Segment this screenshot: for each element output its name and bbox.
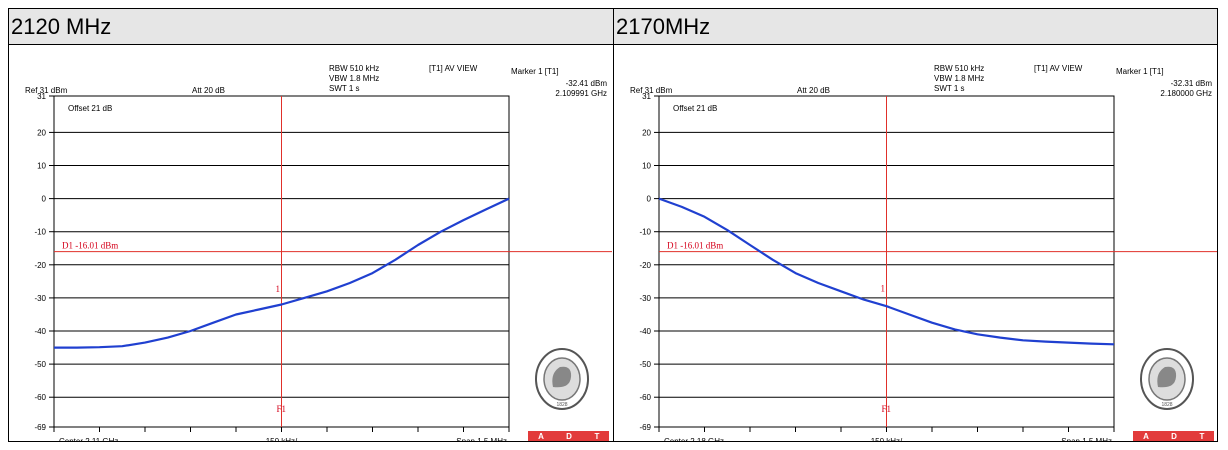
marker-label: Marker 1 [T1] bbox=[511, 67, 559, 76]
header-label-2170: 2170MHz bbox=[616, 14, 711, 39]
y-tick-label: 10 bbox=[642, 162, 651, 171]
logo-seal-year: 1828 bbox=[1161, 402, 1172, 408]
y-tick-label: -69 bbox=[34, 423, 46, 432]
offset-label: Offset 21 dB bbox=[68, 104, 112, 113]
logo-seal-year: 1828 bbox=[556, 402, 567, 408]
y-tick-label: -10 bbox=[639, 228, 651, 237]
logo-seal-emblem bbox=[1157, 366, 1177, 388]
y-tick-label: -40 bbox=[639, 327, 651, 336]
header-label-2120: 2120 MHz bbox=[11, 14, 112, 39]
limit-line-label: D1 -16.01 dBm bbox=[667, 241, 723, 251]
offset-label: Offset 21 dB bbox=[673, 104, 717, 113]
ref-level-label: Ref 31 dBm bbox=[630, 86, 673, 95]
trace-mode-label: [T1] AV VIEW bbox=[1034, 64, 1083, 73]
marker-number-label: 1 bbox=[276, 284, 281, 294]
y-tick-label: 0 bbox=[42, 195, 47, 204]
per-division-label: 150 kHz/ bbox=[266, 437, 298, 441]
trace-line-0 bbox=[54, 197, 510, 349]
y-tick-label: 31 bbox=[37, 92, 46, 101]
ref-level-label: Ref 31 dBm bbox=[25, 86, 68, 95]
vbw-label: VBW 1.8 MHz bbox=[329, 74, 379, 83]
trace-mode-label: [T1] AV VIEW bbox=[429, 64, 478, 73]
adt-badge-letter: T bbox=[595, 432, 600, 441]
marker-frequency-readout: 2.180000 GHz bbox=[1160, 89, 1212, 98]
y-tick-label: 31 bbox=[642, 92, 651, 101]
center-frequency-label: Center 2.18 GHz bbox=[664, 437, 724, 441]
panel-2170: Ref 31 dBm Att 20 dB RBW 510 kHz VBW 1.8 MH… bbox=[614, 46, 1217, 441]
span-label: Span 1.5 MHz bbox=[1061, 437, 1112, 441]
y-tick-label: -69 bbox=[639, 423, 651, 432]
header-cell-2170: 2170MHz bbox=[614, 9, 1217, 45]
adt-badge-letter: D bbox=[1171, 432, 1177, 441]
trace-line-0 bbox=[658, 197, 1115, 346]
y-tick-label: 20 bbox=[642, 128, 651, 137]
vbw-label: VBW 1.8 MHz bbox=[934, 74, 984, 83]
marker-level-readout: -32.31 dBm bbox=[1171, 79, 1213, 88]
y-tick-label: -50 bbox=[639, 360, 651, 369]
adt-badge-letter: T bbox=[1200, 432, 1205, 441]
attenuation-label: Att 20 dB bbox=[192, 86, 225, 95]
swt-label: SWT 1 s bbox=[329, 84, 360, 93]
y-tick-label: -10 bbox=[34, 228, 46, 237]
adt-badge-letter: A bbox=[538, 432, 544, 441]
adt-badge bbox=[528, 431, 609, 441]
results-table: 2120 MHz 2170MHz Ref 31 dBm Att 20 dB RBW … bbox=[8, 8, 1218, 442]
marker-number-label: 1 bbox=[881, 284, 886, 294]
y-tick-label: -30 bbox=[34, 294, 46, 303]
adt-badge-letter: D bbox=[566, 432, 572, 441]
span-label: Span 1.5 MHz bbox=[456, 437, 507, 441]
panel-2120: Ref 31 dBm Att 20 dB RBW 510 kHz VBW 1.8 MH… bbox=[9, 46, 612, 441]
y-tick-label: -50 bbox=[34, 360, 46, 369]
logo-seal-emblem bbox=[552, 366, 572, 388]
center-frequency-label: Center 2.11 GHz bbox=[59, 437, 118, 441]
adt-badge bbox=[1133, 431, 1214, 441]
rbw-label: RBW 510 kHz bbox=[934, 64, 984, 73]
swt-label: SWT 1 s bbox=[934, 84, 965, 93]
header-cell-2120: 2120 MHz bbox=[9, 9, 613, 45]
attenuation-label: Att 20 dB bbox=[797, 86, 830, 95]
per-division-label: 150 kHz/ bbox=[871, 437, 903, 441]
marker-f1-label: F1 bbox=[277, 404, 287, 414]
y-tick-label: -20 bbox=[34, 261, 46, 270]
y-tick-label: 0 bbox=[647, 195, 652, 204]
y-tick-label: -30 bbox=[639, 294, 651, 303]
y-tick-label: -60 bbox=[639, 393, 651, 402]
column-divider bbox=[613, 9, 614, 441]
y-tick-label: -20 bbox=[639, 261, 651, 270]
marker-level-readout: -32.41 dBm bbox=[566, 79, 608, 88]
marker-frequency-readout: 2.109991 GHz bbox=[555, 89, 607, 98]
marker-f1-label: F1 bbox=[882, 404, 892, 414]
y-tick-label: -60 bbox=[34, 393, 46, 402]
y-tick-label: 10 bbox=[37, 162, 46, 171]
limit-line-label: D1 -16.01 dBm bbox=[62, 241, 118, 251]
y-tick-label: 20 bbox=[37, 128, 46, 137]
marker-label: Marker 1 [T1] bbox=[1116, 67, 1164, 76]
rbw-label: RBW 510 kHz bbox=[329, 64, 379, 73]
adt-badge-letter: A bbox=[1143, 432, 1149, 441]
y-tick-label: -40 bbox=[34, 327, 46, 336]
